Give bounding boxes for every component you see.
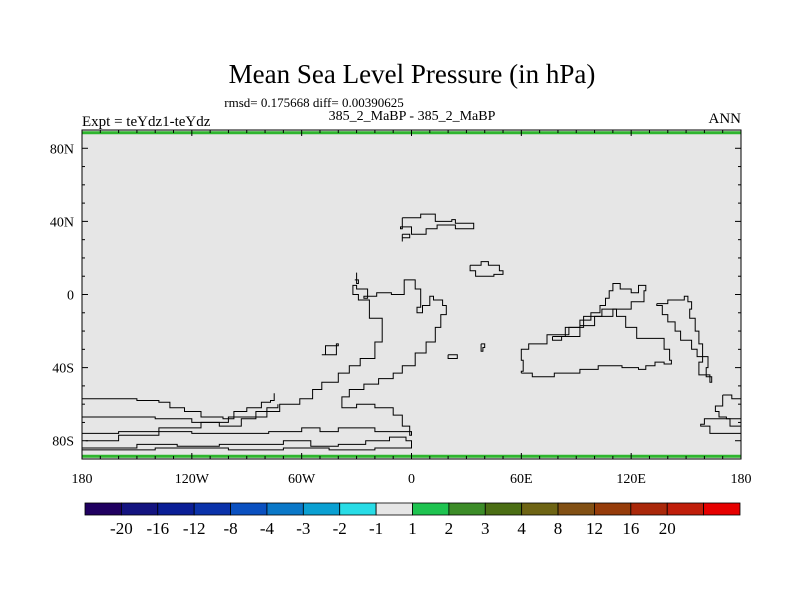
subtitle-center: 385_2_MaBP - 385_2_MaBP [329, 109, 496, 124]
colorbar-label-8: 1 [408, 519, 417, 538]
colorbar-box-10 [448, 502, 486, 516]
colorbar-box-4 [230, 502, 268, 516]
x-tick-label-3: 0 [408, 472, 415, 487]
coastline-13 [656, 295, 713, 383]
colorbar-box-5 [266, 502, 304, 516]
x-tick-label-4: 60E [510, 472, 533, 487]
coastline-15 [700, 418, 742, 434]
colorbar-label-3: -8 [223, 519, 237, 538]
chart-title: Mean Sea Level Pressure (in hPa) [229, 59, 596, 89]
colorbar-label-1: -16 [146, 519, 169, 538]
colorbar-box-12 [521, 502, 559, 516]
left-label: Expt = teYdz1-teYdz [82, 114, 211, 130]
colorbar-box-16 [666, 502, 705, 516]
coastline-14 [714, 394, 742, 420]
coastline-9 [447, 354, 458, 359]
x-tick-label-1: 120W [175, 472, 210, 487]
colorbar-box-6 [302, 502, 341, 516]
x-tick-label-6: 180 [731, 472, 752, 487]
colorbar-box-7 [339, 502, 377, 516]
colorbar-box-1 [120, 502, 159, 516]
colorbar-label-14: 16 [622, 519, 639, 538]
x-tick-label-2: 60W [288, 472, 316, 487]
colorbar-box-11 [484, 502, 523, 516]
coastline-11 [520, 308, 672, 378]
colorbar-box-8 [375, 502, 413, 516]
right-label: ANN [709, 111, 742, 127]
colorbar-box-14 [594, 502, 632, 516]
y-tick-label-2: 0 [67, 289, 74, 304]
coastline-4 [321, 343, 339, 356]
colorbar-box-9 [412, 502, 450, 516]
map-plot: 180 120W 60W 0 60E 120E 180 80N 40N 0 40S 80S [50, 129, 752, 487]
colorbar-label-0: -20 [110, 519, 133, 538]
colorbar-box-13 [557, 502, 595, 516]
colorbar-label-9: 2 [445, 519, 454, 538]
colorbar-label-10: 3 [481, 519, 490, 538]
colorbar-label-2: -12 [183, 519, 206, 538]
coastline-12 [552, 283, 647, 341]
x-tick-label-0: 180 [72, 472, 93, 487]
colorbar-label-13: 12 [586, 519, 603, 538]
x-tick-label-5: 120E [616, 472, 646, 487]
y-tick-label-3: 40S [52, 362, 74, 377]
stats-line: rmsd= 0.175668 diff= 0.00390625 [224, 95, 403, 110]
colorbar-box-0 [84, 502, 122, 516]
colorbar-label-7: -1 [369, 519, 383, 538]
colorbar-box-17 [703, 502, 741, 516]
coastline-10 [480, 343, 486, 352]
colorbar-label-5: -3 [296, 519, 310, 538]
colorbar-box-15 [630, 502, 668, 516]
coastline-2 [82, 279, 447, 442]
colorbar-label-11: 4 [517, 519, 526, 538]
colorbar-label-12: 8 [554, 519, 563, 538]
y-tick-label-4: 80S [52, 435, 74, 450]
y-tick-label-1: 40N [50, 215, 74, 230]
colorbar: -20 -16 -12 -8 -4 -3 -2 -1 1 2 3 4 8 12 16 20 [84, 502, 741, 538]
colorbar-label-6: -2 [333, 519, 347, 538]
colorbar-box-3 [193, 502, 231, 516]
field-fill [82, 130, 741, 459]
colorbar-box-2 [157, 502, 195, 516]
coastline-0 [82, 393, 275, 420]
coastline-3 [81, 436, 412, 451]
colorbar-label-15: 20 [659, 519, 676, 538]
coastline-7 [401, 233, 411, 242]
coastline-1 [82, 404, 279, 427]
y-tick-label-0: 80N [50, 142, 74, 157]
colorbar-label-4: -4 [260, 519, 275, 538]
coastline-8 [469, 261, 504, 277]
coastline-5 [354, 272, 359, 284]
coastline-6 [400, 213, 475, 235]
